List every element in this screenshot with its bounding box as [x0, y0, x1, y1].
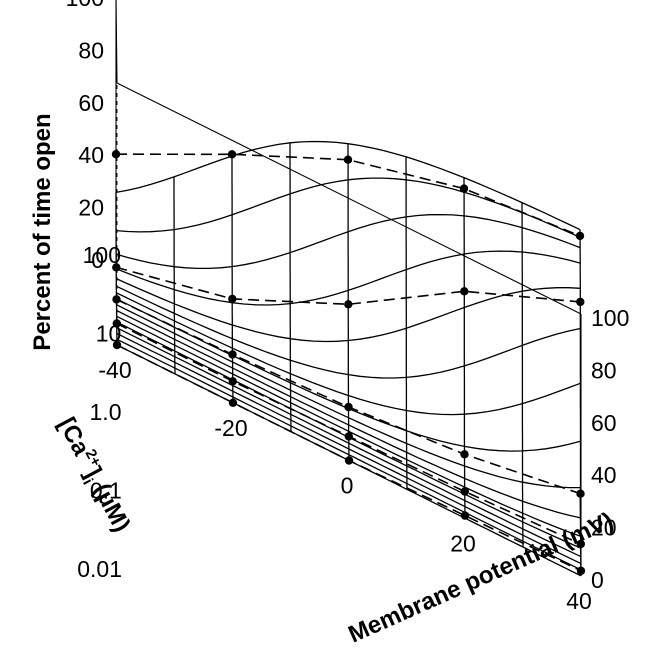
- calcium-tick: 0.01: [77, 556, 122, 582]
- x-tick: 0: [341, 473, 354, 499]
- data-point: [460, 511, 470, 520]
- x-tick: -20: [214, 415, 247, 441]
- data-point: [112, 263, 121, 272]
- calcium-tick: 0.1: [90, 478, 122, 504]
- data-point: [576, 489, 585, 498]
- z-tick-right: 40: [591, 462, 617, 488]
- data-series: [111, 150, 586, 575]
- z-axis-label: Percent of time open: [29, 113, 56, 350]
- y-axis-label-sup: 2+: [81, 446, 104, 469]
- data-point: [344, 456, 354, 465]
- data-point: [112, 295, 121, 304]
- surface-curve: [231, 156, 234, 403]
- surface-curve: [521, 202, 524, 547]
- axis-edge-top-left: [115, 0, 118, 84]
- x-tick: 40: [566, 588, 592, 614]
- surface-curve: [405, 156, 408, 490]
- z-tick-left: 20: [78, 195, 104, 221]
- data-point: [343, 155, 353, 164]
- surface-curve: [463, 177, 466, 519]
- data-point: [460, 287, 469, 296]
- data-point: [228, 377, 237, 386]
- z-tick-right: 60: [591, 410, 617, 436]
- calcium-tick: 10: [96, 321, 122, 347]
- y-axis-label: [Ca2+]i (μM): [49, 412, 137, 538]
- z-tick-right: 100: [591, 305, 629, 331]
- series-line: [115, 153, 581, 237]
- data-point: [112, 340, 122, 350]
- calcium-tick: 1.0: [90, 399, 122, 425]
- z-tick-left: 100: [66, 0, 104, 11]
- data-point: [344, 402, 353, 412]
- data-point: [575, 231, 585, 241]
- data-point: [111, 150, 121, 159]
- data-point: [460, 487, 469, 496]
- data-point: [228, 350, 237, 359]
- data-point: [228, 398, 238, 407]
- z-tick-right: 20: [591, 515, 617, 541]
- z-tick-right: 80: [591, 357, 617, 383]
- z-tick-left: 0: [91, 247, 104, 273]
- data-point: [344, 300, 353, 309]
- calcium-tick: 100: [83, 242, 121, 268]
- z-tick-left: 60: [78, 90, 104, 116]
- data-point: [576, 566, 586, 575]
- data-point: [228, 294, 237, 304]
- tick-labels: 020406080100020406080100-40-20020400.010…: [66, 0, 630, 614]
- data-point: [576, 297, 585, 307]
- z-tick-left: 40: [78, 142, 104, 168]
- series-line: [116, 266, 581, 306]
- data-point: [576, 539, 585, 549]
- x-tick: 20: [450, 530, 476, 556]
- surface-curve: [347, 143, 350, 461]
- data-point: [227, 150, 237, 159]
- data-point: [459, 184, 469, 193]
- data-point: [112, 319, 122, 328]
- surface-curve: [173, 176, 176, 374]
- data-point: [344, 432, 353, 441]
- x-tick: -40: [98, 357, 131, 383]
- surface-curve: [289, 142, 292, 432]
- z-tick-left: 80: [78, 37, 104, 63]
- y-axis-label-sub: i: [79, 476, 96, 488]
- x-axis-label: Membrane potential (mV): [344, 507, 617, 648]
- y-axis-label-unit: (μM): [85, 473, 136, 536]
- axis-edge-top-back: [116, 82, 582, 315]
- surface-curve: [579, 229, 582, 576]
- z-tick-right: 0: [591, 567, 604, 593]
- data-point: [460, 450, 469, 459]
